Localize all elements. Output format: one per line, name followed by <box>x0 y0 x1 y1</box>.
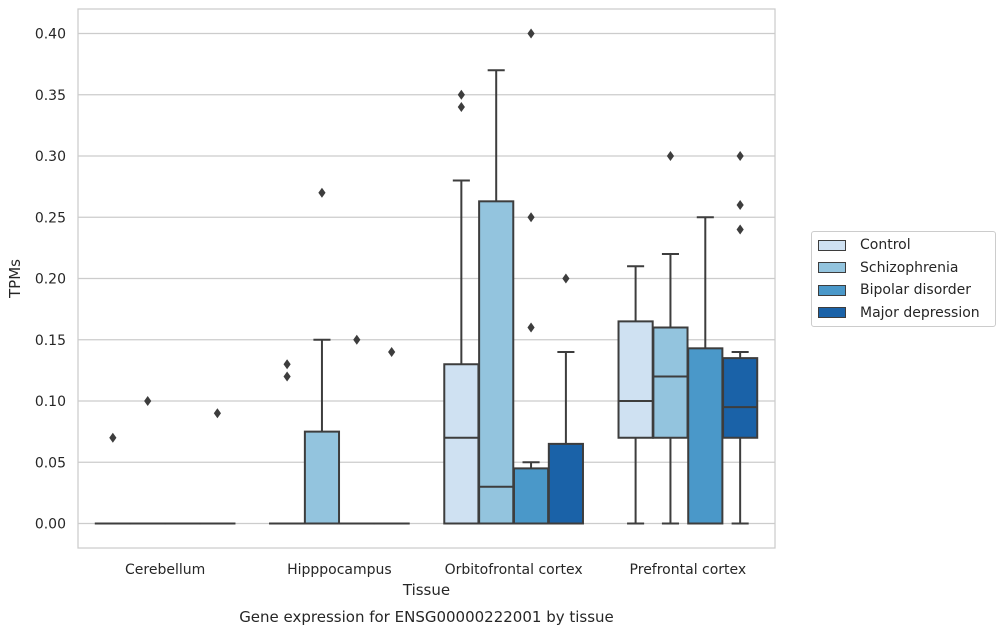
y-tick-label: 0.15 <box>35 333 66 349</box>
box <box>443 363 480 525</box>
x-tick-label: Hipppocampus <box>287 562 392 578</box>
x-tick-label: Cerebellum <box>125 562 205 578</box>
box-group <box>617 265 654 525</box>
legend-item-major-depression: Major depression <box>812 302 995 325</box>
box-group <box>478 69 515 525</box>
legend: Control Schizophrenia Bipolar disorder M… <box>811 231 996 327</box>
box-group <box>94 432 131 525</box>
box <box>547 442 584 525</box>
outlier-point <box>388 347 396 357</box>
outlier-point <box>736 200 744 210</box>
y-tick-labels: 0.00 0.05 0.10 0.15 0.20 0.25 0.30 0.35 0.40 <box>35 27 66 533</box>
box-group <box>547 273 584 525</box>
y-tick-label: 0.25 <box>35 210 66 226</box>
outlier-point <box>527 322 535 333</box>
grid-lines <box>78 32 775 525</box>
y-tick-label: 0.30 <box>35 149 66 165</box>
box-group <box>443 89 480 525</box>
outlier-point <box>457 89 465 100</box>
outlier-point <box>527 212 535 223</box>
outlier-point <box>353 334 361 345</box>
box-group <box>303 187 341 525</box>
legend-swatch-control <box>818 239 846 251</box>
legend-label-control: Control <box>860 237 911 254</box>
y-tick-label: 0.00 <box>35 517 66 533</box>
box-group <box>373 347 410 525</box>
legend-label-major-depression: Major depression <box>860 304 980 321</box>
box <box>303 430 341 525</box>
outlier-point <box>144 396 152 406</box>
legend-swatch-schizophrenia <box>818 262 846 274</box>
box-group <box>722 151 759 525</box>
x-tick-label: Prefrontal cortex <box>630 562 747 578</box>
box-plots <box>94 28 759 525</box>
box <box>652 326 689 439</box>
y-tick-label: 0.05 <box>35 455 66 471</box>
box-group <box>199 408 236 525</box>
x-axis-label: Tissue <box>402 581 450 599</box>
outlier-point <box>736 151 744 161</box>
outlier-point <box>109 432 117 443</box>
box-group <box>687 216 724 525</box>
y-axis-label: TPMs <box>6 259 24 299</box>
chart-title: Gene expression for ENSG00000222001 by t… <box>239 608 614 626</box>
outlier-point <box>562 273 570 284</box>
outlier-point <box>527 28 535 39</box>
outlier-point <box>213 408 221 419</box>
legend-label-schizophrenia: Schizophrenia <box>860 259 959 276</box>
x-tick-label: Orbitofrontal cortex <box>445 562 583 578</box>
y-tick-label: 0.40 <box>35 27 66 43</box>
box <box>512 467 550 525</box>
legend-swatch-major-depression <box>818 307 846 319</box>
outlier-point <box>318 187 326 198</box>
box <box>478 200 515 525</box>
box-group <box>652 151 689 525</box>
y-tick-label: 0.20 <box>35 272 66 288</box>
box <box>687 347 724 525</box>
box-group <box>338 334 375 525</box>
box <box>722 357 759 439</box>
outlier-point <box>736 224 744 235</box>
legend-item-schizophrenia: Schizophrenia <box>812 257 995 280</box>
y-tick-label: 0.35 <box>35 88 66 104</box>
plot-frame <box>77 8 776 549</box>
legend-item-bipolar-disorder: Bipolar disorder <box>812 279 995 302</box>
box-group <box>512 28 550 525</box>
legend-item-control: Control <box>812 234 995 257</box>
y-tick-label: 0.10 <box>35 394 66 410</box>
x-tick-labels: Cerebellum Hipppocampus Orbitofrontal cort… <box>125 562 746 578</box>
outlier-point <box>283 371 291 382</box>
box <box>617 320 654 439</box>
outlier-point <box>283 359 291 370</box>
box-group <box>269 359 306 525</box>
legend-swatch-bipolar-disorder <box>818 284 846 296</box>
legend-label-bipolar-disorder: Bipolar disorder <box>860 282 972 299</box>
outlier-point <box>457 102 465 112</box>
outlier-point <box>666 151 675 161</box>
box-group <box>129 396 166 525</box>
